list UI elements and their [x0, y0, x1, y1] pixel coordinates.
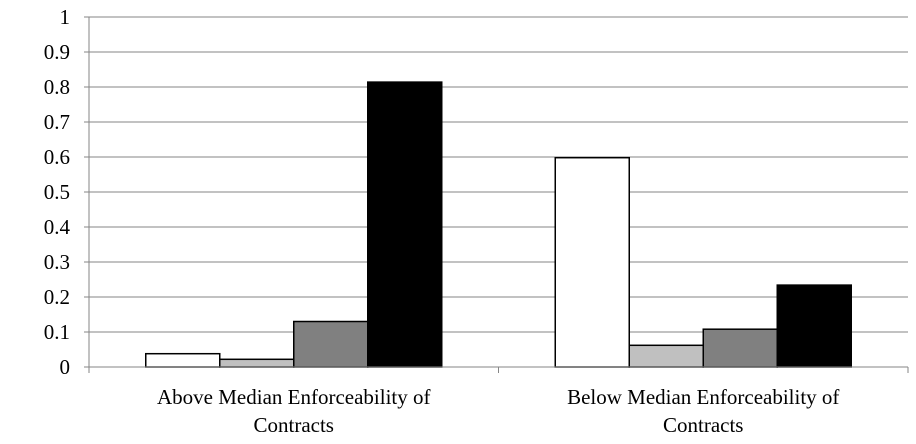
y-tick-label: 0.6 [44, 145, 70, 169]
bar [293, 320, 369, 368]
x-category-label-line: Contracts [663, 413, 743, 437]
y-tick-label: 0.1 [44, 320, 70, 344]
bar [367, 81, 443, 368]
y-tick-labels: 0 0.1 0.2 0.3 0.4 0.5 0.6 0.7 0.8 0.9 1 [44, 5, 71, 379]
y-tick-label: 1 [60, 5, 71, 29]
y-tick-label: 0.7 [44, 110, 70, 134]
y-tick-label: 0.3 [44, 250, 70, 274]
x-category-label: Above Median Enforceability of Contracts [157, 385, 431, 437]
y-tick-label: 0.5 [44, 180, 70, 204]
x-category-label-line: Contracts [254, 413, 334, 437]
bar [219, 358, 295, 368]
y-tick-label: 0.8 [44, 75, 70, 99]
axes [84, 16, 909, 373]
bar [702, 328, 778, 368]
gridlines [89, 16, 908, 333]
y-tick-label: 0.4 [44, 215, 71, 239]
y-tick-label: 0.2 [44, 285, 70, 309]
y-tick-label: 0 [60, 355, 71, 379]
bar [554, 156, 630, 368]
x-category-label: Below Median Enforceability of Contracts [567, 385, 839, 437]
y-tick-label: 0.9 [44, 40, 70, 64]
bars [145, 81, 852, 368]
x-category-label-line: Below Median Enforceability of [567, 385, 839, 409]
bar [776, 284, 852, 368]
bar [628, 344, 704, 368]
bar [145, 352, 221, 368]
x-category-labels: Above Median Enforceability of ContractsB… [157, 385, 839, 437]
x-category-label-line: Above Median Enforceability of [157, 385, 431, 409]
